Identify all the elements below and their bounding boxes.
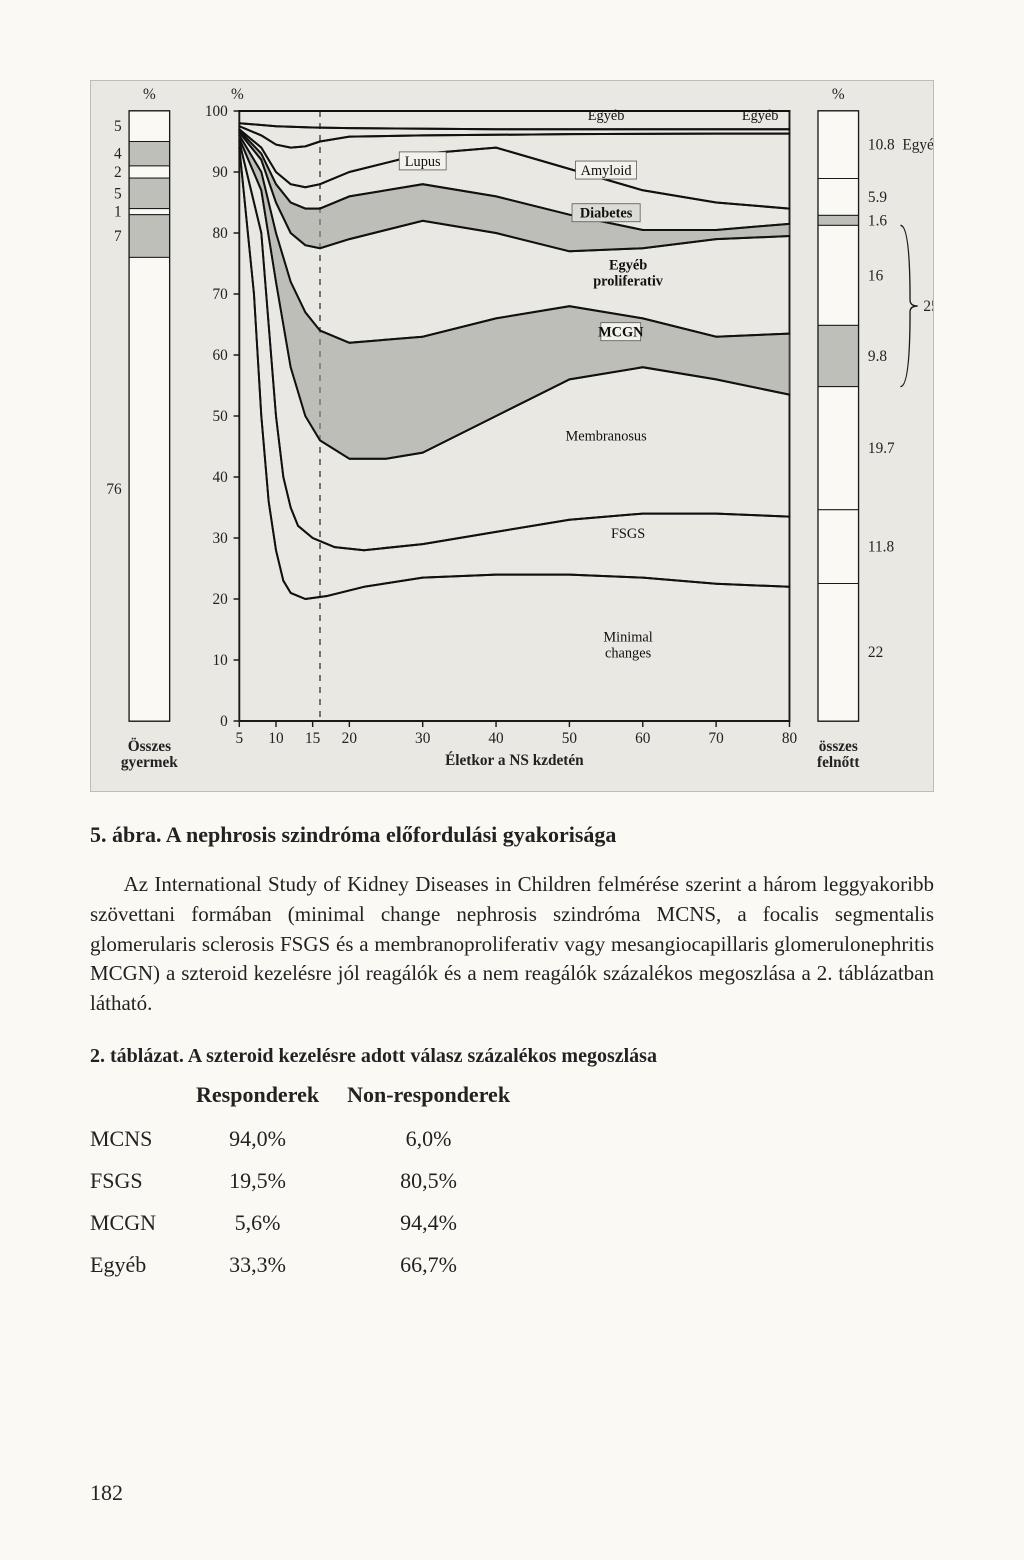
svg-text:Membranosus: Membranosus [565,428,646,444]
svg-text:11.8: 11.8 [868,538,894,555]
svg-text:90: 90 [213,164,228,181]
svg-text:Egyéb: Egyéb [609,257,647,273]
svg-text:felnőtt: felnőtt [817,754,860,771]
page: 0102030405060708090100%51015203040506070… [0,0,1024,1560]
svg-text:FSGS: FSGS [611,526,645,542]
table-row: MCGN5,6%94,4% [90,1202,538,1244]
svg-text:60: 60 [213,347,228,364]
svg-text:5: 5 [235,730,243,747]
svg-text:%: % [832,86,845,103]
svg-text:70: 70 [213,286,228,303]
cell: 5,6% [196,1202,347,1244]
svg-text:%: % [231,86,244,103]
svg-text:0: 0 [220,713,228,730]
svg-text:20: 20 [342,730,357,747]
svg-text:10: 10 [268,730,283,747]
cell: 6,0% [347,1118,538,1160]
svg-text:gyermek: gyermek [121,754,178,771]
table-row: FSGS19,5%80,5% [90,1160,538,1202]
svg-text:16: 16 [868,267,883,284]
svg-text:5: 5 [114,185,122,202]
cell: 66,7% [347,1244,538,1286]
svg-text:50: 50 [213,408,228,425]
area-chart-svg: 0102030405060708090100%51015203040506070… [91,81,933,791]
row-label: MCNS [90,1118,196,1160]
cell: 33,3% [196,1244,347,1286]
cell: 19,5% [196,1160,347,1202]
svg-text:Egyéb: Egyéb [742,108,779,124]
response-table: Responderek Non-responderek MCNS94,0%6,0… [90,1078,538,1286]
svg-text:%: % [143,86,156,103]
row-label: MCGN [90,1202,196,1244]
svg-text:Amyloid: Amyloid [581,163,633,179]
svg-text:80: 80 [782,730,797,747]
svg-text:40: 40 [488,730,503,747]
body-paragraph: Az International Study of Kidney Disease… [90,870,934,1019]
col-responders: Responderek [196,1078,347,1118]
svg-text:10: 10 [213,652,228,669]
figure-5: 0102030405060708090100%51015203040506070… [90,80,934,792]
svg-text:Diabetes: Diabetes [580,205,633,221]
page-number: 182 [90,1480,123,1506]
svg-text:1.6: 1.6 [868,212,887,229]
svg-text:7: 7 [114,228,122,245]
svg-text:Lupus: Lupus [405,154,441,170]
svg-text:100: 100 [205,103,228,120]
table-row: MCNS94,0%6,0% [90,1118,538,1160]
cell: 80,5% [347,1160,538,1202]
svg-text:proliferativ: proliferativ [593,273,663,289]
svg-text:5: 5 [114,118,122,135]
svg-text:Egyéb: Egyéb [588,108,625,124]
svg-text:1: 1 [114,203,122,220]
table-title: 2. táblázat. A szteroid kezelésre adott … [90,1045,934,1068]
svg-text:Egyéb: Egyéb [902,136,933,153]
svg-text:összes: összes [819,738,858,755]
svg-text:50: 50 [562,730,577,747]
svg-text:70: 70 [708,730,723,747]
svg-text:22: 22 [868,644,883,661]
svg-text:Összes: Összes [128,737,171,755]
svg-text:4: 4 [114,145,122,162]
svg-text:9.8: 9.8 [868,348,887,365]
col-nonresponders: Non-responderek [347,1078,538,1118]
figure-caption: 5. ábra. A nephrosis szindróma előfordul… [90,822,934,848]
svg-text:25.8: 25.8 [923,298,933,315]
svg-text:20: 20 [213,591,228,608]
svg-text:2: 2 [114,164,122,181]
svg-text:60: 60 [635,730,650,747]
row-label: Egyéb [90,1244,196,1286]
svg-text:Életkor a NS kzdetén: Életkor a NS kzdetén [445,750,584,769]
svg-text:40: 40 [213,469,228,486]
table-body: MCNS94,0%6,0%FSGS19,5%80,5%MCGN5,6%94,4%… [90,1118,538,1286]
svg-text:30: 30 [415,730,430,747]
svg-text:10.8: 10.8 [868,136,895,153]
cell: 94,0% [196,1118,347,1160]
svg-text:30: 30 [213,530,228,547]
svg-text:15: 15 [305,730,320,747]
table-row: Egyéb33,3%66,7% [90,1244,538,1286]
table-header-row: Responderek Non-responderek [90,1078,538,1118]
svg-text:changes: changes [605,645,651,661]
svg-text:5.9: 5.9 [868,189,887,206]
col-empty [90,1078,196,1118]
svg-text:80: 80 [213,225,228,242]
cell: 94,4% [347,1202,538,1244]
svg-text:76: 76 [106,481,121,498]
svg-text:MCGN: MCGN [598,324,644,340]
svg-text:Minimal: Minimal [603,629,652,645]
row-label: FSGS [90,1160,196,1202]
svg-text:19.7: 19.7 [868,440,895,457]
